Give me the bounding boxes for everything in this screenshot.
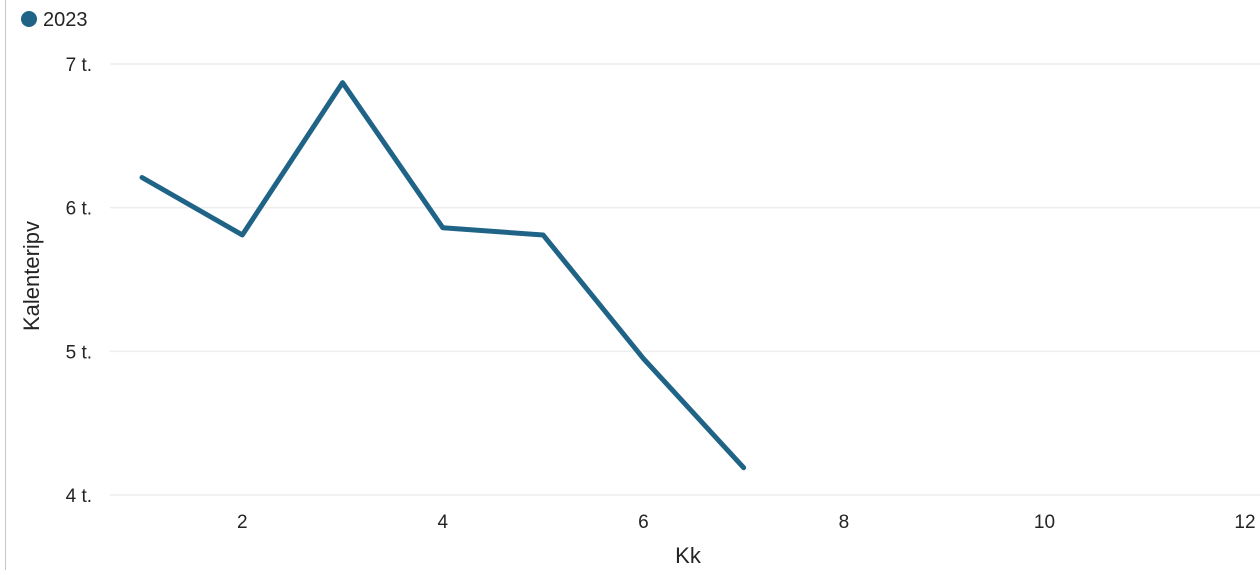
data-point[interactable]: [738, 462, 750, 474]
legend-marker-2023[interactable]: [21, 11, 37, 27]
panel-left-border: [0, 0, 6, 570]
x-tick-label: 6: [638, 512, 649, 533]
data-point[interactable]: [236, 229, 248, 241]
legend[interactable]: 2023: [21, 9, 88, 31]
x-tick-label: 8: [839, 512, 850, 533]
x-axis-ticks: 2 4 6 8 10 12: [237, 512, 1256, 533]
y-tick-label: 4 t.: [66, 486, 92, 507]
grid-lines: [110, 63, 1260, 496]
x-tick-label: 12: [1234, 512, 1255, 533]
data-point[interactable]: [637, 353, 649, 365]
y-axis-ticks: 4 t. 5 t. 6 t. 7 t.: [66, 55, 92, 507]
data-point[interactable]: [136, 171, 148, 183]
y-tick-label: 7 t.: [66, 55, 92, 76]
data-point[interactable]: [437, 222, 449, 234]
y-axis-title: Kalenteripv: [19, 221, 44, 331]
y-tick-label: 6 t.: [66, 199, 92, 220]
x-axis-title: Kk: [675, 543, 702, 568]
x-tick-label: 2: [237, 512, 248, 533]
series-line-2023[interactable]: [139, 80, 747, 471]
legend-label-2023[interactable]: 2023: [43, 9, 88, 31]
x-tick-label: 4: [438, 512, 449, 533]
data-point[interactable]: [537, 229, 549, 241]
data-point[interactable]: [337, 77, 349, 89]
y-tick-label: 5 t.: [66, 342, 92, 363]
x-tick-label: 10: [1034, 512, 1055, 533]
series-layer: [136, 77, 750, 474]
